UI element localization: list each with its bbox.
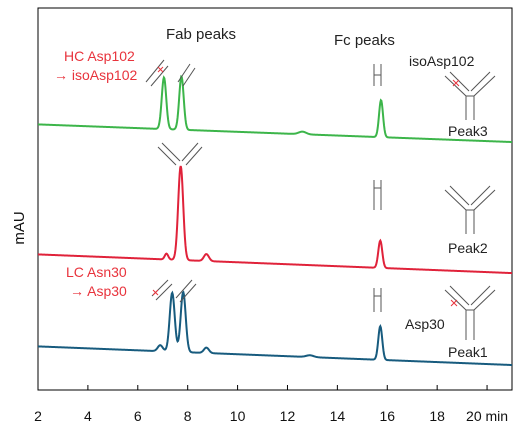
legend-peak3: Peak3 [448,123,488,139]
x-tick-label: 18 [429,408,445,424]
hc-isoasp102-label: → isoAsp102 [54,67,137,83]
series-layer [37,74,513,367]
legend-peak1: Peak1 [448,344,488,360]
x-tick-label: 4 [84,408,92,424]
hc-asp102-label: HC Asp102 [64,48,135,64]
antibody-icon-peak2 [444,185,496,234]
fab-fragment-icon-hc [145,59,196,87]
fc-fragment-icon-peak3 [373,64,382,86]
legend-peak2: Peak2 [448,240,488,256]
plot-frame [37,7,513,391]
asp30-label: Asp30 [405,316,445,332]
x-axis-ticks: 2 4 6 8 10 12 14 16 18 20 min [34,385,508,424]
fab-peaks-label: Fab peaks [166,26,236,43]
fab-fragment-icon-lc [151,279,197,303]
x-tick-label: 20 min [466,408,508,424]
fc-fragment-icon-peak1 [373,288,382,312]
x-tick-label: 8 [184,408,192,424]
series-line-peak1 [37,290,513,367]
isoasp102-label: isoAsp102 [409,53,475,69]
x-tick-label: 2 [34,408,42,424]
x-tick-label: 16 [379,408,395,424]
x-tick-label: 14 [330,408,346,424]
y-axis-label: mAU [11,211,28,244]
series-line-peak2 [37,165,513,275]
antibody-icon-peak1 [444,285,496,340]
x-tick-label: 6 [134,408,142,424]
x-tick-label: 12 [280,408,296,424]
fc-fragment-icon-peak2 [373,180,382,210]
fc-peaks-label: Fc peaks [334,32,395,49]
antibody-icon-peak3 [444,71,496,120]
lc-asp30-label: → Asp30 [70,283,127,299]
fab-fragment-icon-peak2 [157,142,203,166]
x-tick-label: 10 [230,408,246,424]
series-line-peak3 [37,74,513,144]
lc-asn30-label: LC Asn30 [66,264,127,280]
